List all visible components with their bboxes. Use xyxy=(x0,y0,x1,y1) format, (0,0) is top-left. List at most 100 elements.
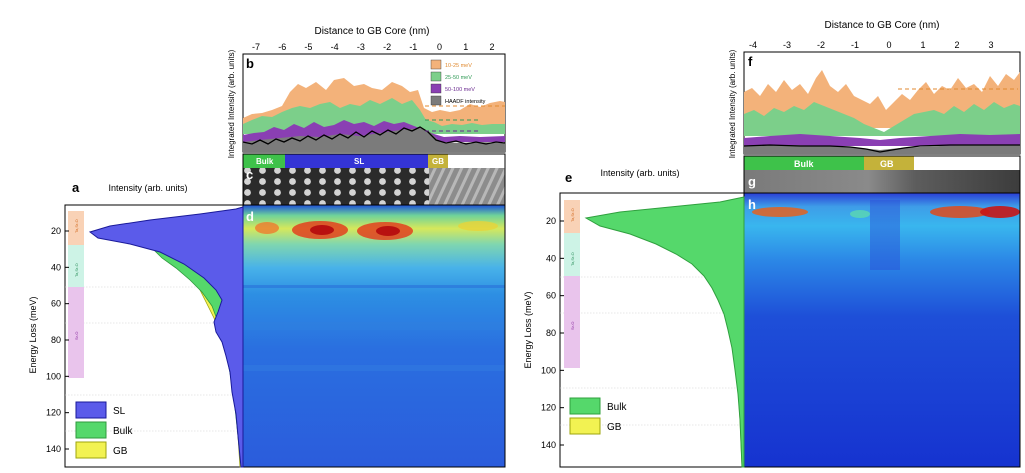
panel-e-label: e xyxy=(565,170,572,185)
panel-e-y-tick-label-3: 80 xyxy=(546,328,556,338)
left-top-tick-label-5: -2 xyxy=(383,42,391,52)
svg-text:Ta,Sr-O: Ta,Sr-O xyxy=(74,263,79,277)
svg-text:Sr-O: Sr-O xyxy=(570,322,575,330)
panel-e-y-tick-label-1: 40 xyxy=(546,253,556,263)
right-figure: Distance to GB Core (nm) -4 -3 -2 -1 0 1 2 3 f … xyxy=(523,20,1021,468)
panel-a-yticks: 20 40 60 80 100 120 140 xyxy=(46,226,69,454)
left-top-tick-label-2: -5 xyxy=(304,42,312,52)
panel-b-legend: 10-25 meV 25-50 meV 50-100 meV HAADF int… xyxy=(430,59,486,106)
panel-g-gb-bar xyxy=(864,156,914,170)
panel-c-atomic-image xyxy=(243,168,429,205)
panel-e-title: Intensity (arb. units) xyxy=(600,168,679,178)
svg-text:Ta,Sr-O: Ta,Sr-O xyxy=(570,252,575,266)
panel-e-y-tick-label-5: 120 xyxy=(541,403,556,413)
panel-a-y-tick-label-2: 60 xyxy=(51,299,61,309)
left-top-tick-label-7: 0 xyxy=(437,42,442,52)
f-band-50-100-area xyxy=(744,134,1020,146)
spectrum-sl xyxy=(88,206,244,468)
panel-e-ylabel: Energy Loss (meV) xyxy=(523,291,533,368)
left-top-tick-label-9: 2 xyxy=(489,42,494,52)
e-spectrum-bulk xyxy=(584,196,745,468)
panel-c-label: c xyxy=(246,167,253,182)
right-top-tick-label-7: 3 xyxy=(988,40,993,50)
f-haadf-line xyxy=(743,144,1020,153)
haadf-area xyxy=(243,128,505,152)
legend-haadf: HAADF intensity xyxy=(445,99,486,105)
right-top-axis-title: Distance to GB Core (nm) xyxy=(824,20,939,31)
panel-e-yticks: 20 40 60 80 100 120 140 xyxy=(541,216,564,450)
panel-d-hotspots xyxy=(243,221,505,371)
band-25-50-area xyxy=(243,98,505,134)
left-top-tick-label-3: -4 xyxy=(331,42,339,52)
panel-g-bulk-label: Bulk xyxy=(794,159,814,169)
left-top-tick-label-0: -7 xyxy=(252,42,260,52)
panel-e-y-tick-label-4: 100 xyxy=(541,365,556,375)
panel-c-bulk-bar xyxy=(243,154,285,168)
panel-c-sl-label: SL xyxy=(354,157,364,166)
panel-a-y-tick-label-0: 20 xyxy=(51,226,61,236)
panel-c-gb-label: GB xyxy=(432,157,444,166)
legend-e-bulk: Bulk xyxy=(607,402,627,413)
legend-band1: 10-25 meV xyxy=(445,63,472,69)
left-figure: Distance to GB Core (nm) -7 -6 -5 -4 -3 -2 -1 0… xyxy=(28,26,506,468)
panel-e-regions: Ta,Sr-O Ta,Sr-O Sr-O xyxy=(564,200,580,368)
panel-d-label: d xyxy=(246,209,254,224)
panel-e-legend: Bulk GB xyxy=(569,397,627,435)
haadf-line xyxy=(242,126,506,145)
panel-h-heatmap xyxy=(744,193,1020,467)
right-top-tick-label-3: -1 xyxy=(851,40,859,50)
panel-a-y-tick-label-1: 40 xyxy=(51,262,61,272)
panel-c-gb-image xyxy=(429,168,505,205)
right-top-tick-label-6: 2 xyxy=(954,40,959,50)
panel-b-ylabel: Integrated Intensity (arb. units) xyxy=(227,49,236,158)
left-top-tick-label-1: -6 xyxy=(278,42,286,52)
panel-a-y-tick-label-3: 80 xyxy=(51,335,61,345)
panel-f-label: f xyxy=(748,54,753,69)
panel-a-label: a xyxy=(72,180,80,195)
panel-a-legend: SL Bulk GB xyxy=(75,401,133,459)
left-top-tick-label-4: -3 xyxy=(357,42,365,52)
panel-b-label: b xyxy=(246,56,254,71)
panel-a-ylabel: Energy Loss (meV) xyxy=(28,296,38,373)
panel-g-gb-label: GB xyxy=(880,159,894,169)
panel-f-areas xyxy=(743,70,1020,154)
right-top-tick-label-2: -2 xyxy=(817,40,825,50)
panel-g-bulk-bar xyxy=(744,156,864,170)
right-top-tick-label-1: -3 xyxy=(783,40,791,50)
panel-e-y-tick-label-2: 60 xyxy=(546,291,556,301)
left-top-tick-label-8: 1 xyxy=(463,42,468,52)
panel-d-heatmap xyxy=(243,205,505,467)
legend-bulk: Bulk xyxy=(113,426,133,437)
legend-gb: GB xyxy=(113,446,128,457)
panel-e-y-tick-label-0: 20 xyxy=(546,216,556,226)
panel-c-gb-bar xyxy=(428,154,448,168)
left-top-tick-label-6: -1 xyxy=(409,42,417,52)
right-top-tick-label-0: -4 xyxy=(749,40,757,50)
panel-g-label: g xyxy=(748,174,756,189)
svg-text:Ta,Sr-O: Ta,Sr-O xyxy=(570,208,575,222)
right-top-tick-label-5: 1 xyxy=(920,40,925,50)
panel-a-y-tick-label-4: 100 xyxy=(46,371,61,381)
panel-a-y-tick-label-5: 120 xyxy=(46,408,61,418)
panel-f-ylabel: Integrated Intensity (arb. units) xyxy=(728,49,737,158)
panel-e-y-tick-label-6: 140 xyxy=(541,440,556,450)
svg-text:Sr-O: Sr-O xyxy=(74,332,79,340)
svg-text:Ta,Sr-O: Ta,Sr-O xyxy=(74,219,79,233)
panel-g-image xyxy=(744,170,1020,193)
panel-a-regions: Ta,Sr-O Ta,Sr-O Sr-O xyxy=(68,211,84,378)
f-band-25-50-area xyxy=(744,102,1020,136)
legend-band2: 25-50 meV xyxy=(445,75,472,81)
panel-h-label: h xyxy=(748,197,756,212)
panel-h-hotspots xyxy=(752,200,1020,270)
panel-b-areas xyxy=(242,78,506,152)
left-top-axis-title: Distance to GB Core (nm) xyxy=(314,26,429,37)
panel-c-bulk-label: Bulk xyxy=(256,157,274,166)
panel-c-sl-bar xyxy=(285,154,428,168)
panel-a-y-tick-label-6: 140 xyxy=(46,444,61,454)
legend-e-gb: GB xyxy=(607,422,622,433)
right-top-tick-label-4: 0 xyxy=(886,40,891,50)
legend-band3: 50-100 meV xyxy=(445,87,475,93)
panel-a-title: Intensity (arb. units) xyxy=(108,183,187,193)
f-haadf-area xyxy=(744,145,1020,154)
